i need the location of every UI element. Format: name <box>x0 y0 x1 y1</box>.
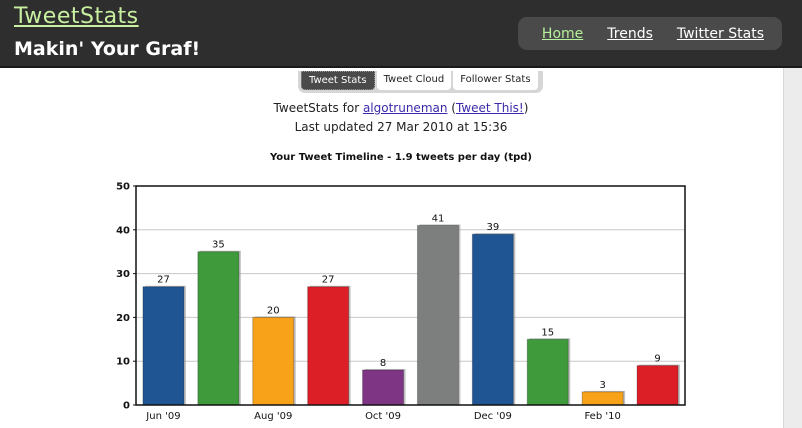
tab-follower-stats[interactable]: Follower Stats <box>453 71 538 90</box>
bar-value-label: 20 <box>267 305 280 316</box>
bar-value-label: 9 <box>654 354 660 365</box>
bar-value-label: 27 <box>322 275 335 286</box>
nav-twitter-stats-link[interactable]: Twitter Stats <box>676 25 764 42</box>
y-tick-label: 10 <box>116 357 130 368</box>
bar <box>526 338 569 406</box>
close-paren: ) <box>523 101 529 115</box>
bar <box>252 316 295 406</box>
bar <box>197 251 240 406</box>
owner-prefix: TweetStats for <box>273 101 363 115</box>
site-tagline: Makin' Your Graf! <box>14 38 201 60</box>
bar <box>142 286 185 406</box>
bar <box>362 369 405 406</box>
y-tick-label: 30 <box>116 269 130 280</box>
y-tick-label: 20 <box>116 313 130 324</box>
stats-tabs: Tweet Stats Tweet Cloud Follower Stats <box>298 71 543 93</box>
x-tick-label: Aug '09 <box>254 411 292 422</box>
last-updated-text: Last updated 27 Mar 2010 at 15:36 <box>294 120 508 134</box>
y-tick-label: 40 <box>116 225 130 236</box>
bar-value-label: 39 <box>486 222 499 233</box>
bar <box>581 391 624 406</box>
chart-title: Your Tweet Timeline - 1.9 tweets per day… <box>269 152 533 163</box>
bar <box>636 365 679 406</box>
nav-trends-link[interactable]: Trends <box>607 25 653 42</box>
x-tick-label: Dec '09 <box>474 411 512 422</box>
tweet-this-link[interactable]: Tweet This! <box>455 101 524 115</box>
nav-home-link[interactable]: Home <box>541 25 584 42</box>
x-tick-label: Oct '09 <box>365 411 401 422</box>
page-scrollbar[interactable] <box>783 68 802 428</box>
bar <box>471 233 514 406</box>
y-tick-label: 0 <box>123 401 130 412</box>
main-nav: Home Trends Twitter Stats <box>517 17 782 50</box>
open-paren: ( <box>447 101 456 115</box>
plot-frame <box>135 185 686 406</box>
bar <box>307 286 350 406</box>
bar-value-label: 8 <box>380 358 386 369</box>
site-logo-link[interactable]: TweetStats <box>14 4 139 29</box>
site-header: TweetStats Makin' Your Graf! Home Trends… <box>0 0 802 68</box>
stats-owner-line: TweetStats for algotruneman (Tweet This!… <box>0 101 802 115</box>
x-tick-label: Feb '10 <box>584 411 620 422</box>
bar-value-label: 27 <box>157 275 170 286</box>
bar-value-label: 15 <box>541 327 554 338</box>
x-tick-label: Jun '09 <box>145 411 180 422</box>
y-tick-label: 50 <box>116 182 130 193</box>
bar-value-label: 35 <box>212 240 225 251</box>
username-link[interactable]: algotruneman <box>362 101 448 115</box>
tab-tweet-stats[interactable]: Tweet Stats <box>301 71 375 90</box>
bar <box>416 224 459 406</box>
tab-tweet-cloud[interactable]: Tweet Cloud <box>376 71 452 90</box>
bar-value-label: 41 <box>432 213 445 224</box>
bar-value-label: 3 <box>599 380 605 391</box>
